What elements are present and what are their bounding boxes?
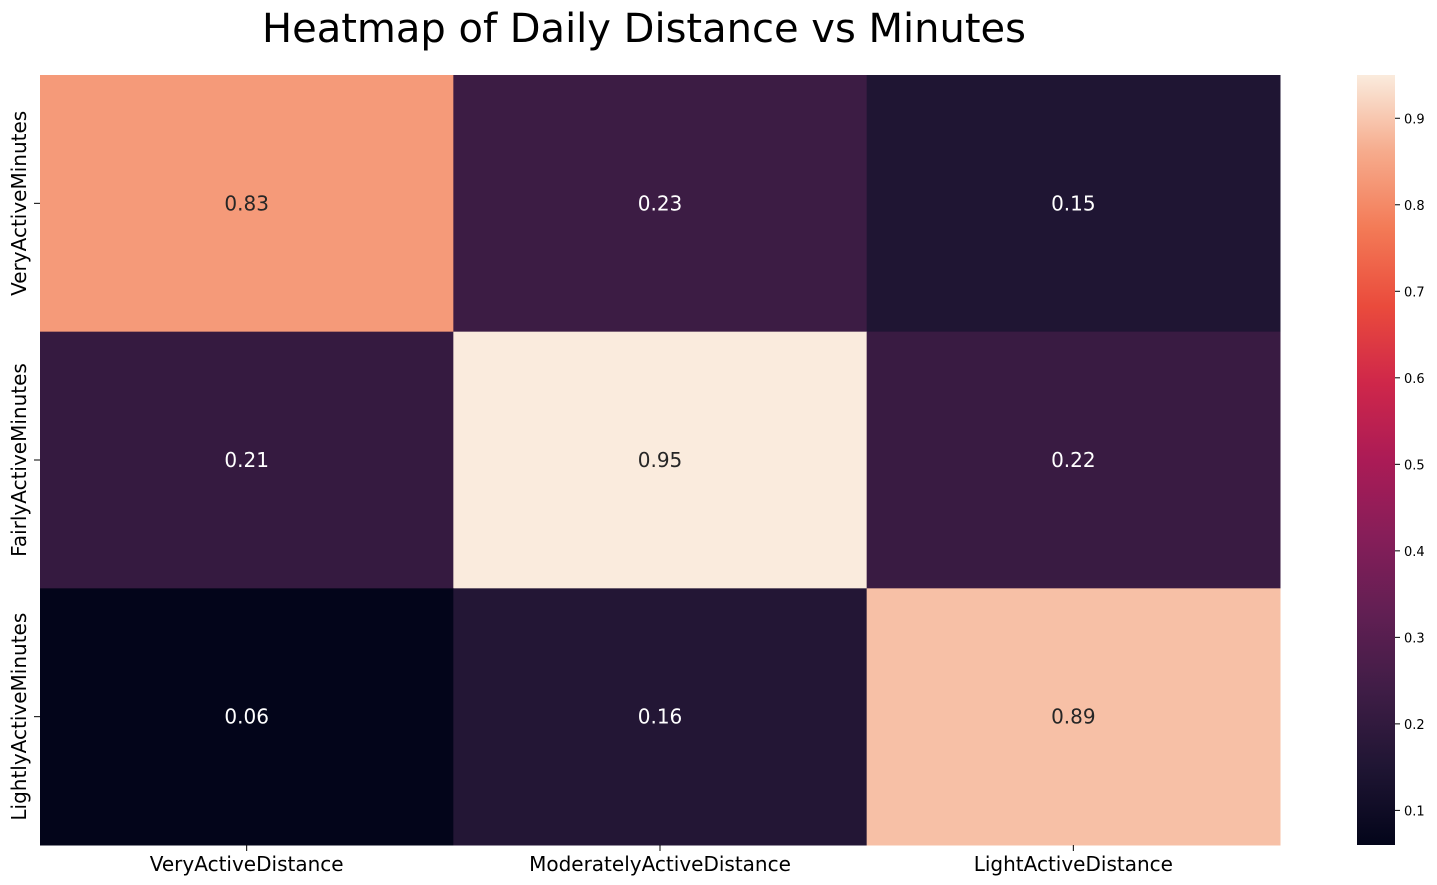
heatmap-cell xyxy=(866,588,1281,846)
colorbar-tick-label: 0.4 xyxy=(1404,545,1425,560)
colorbar-tick-label: 0.1 xyxy=(1404,804,1425,819)
colorbar-tick-label: 0.8 xyxy=(1404,199,1425,214)
heatmap-cell xyxy=(866,75,1281,333)
heatmap-cell xyxy=(40,588,454,846)
x-tick-label: LightActiveDistance xyxy=(974,852,1173,876)
cell-value-label: 0.89 xyxy=(1051,705,1096,729)
colorbar-tick-label: 0.6 xyxy=(1404,372,1425,387)
x-tick-label: VeryActiveDistance xyxy=(150,852,344,876)
cell-value-label: 0.22 xyxy=(1051,448,1096,472)
chart-title: Heatmap of Daily Distance vs Minutes xyxy=(262,6,1026,52)
cell-value-label: 0.16 xyxy=(638,705,683,729)
colorbar-tick-label: 0.3 xyxy=(1404,631,1425,646)
heatmap-cell xyxy=(866,331,1281,589)
colorbar-tick-label: 0.7 xyxy=(1404,285,1425,300)
x-tick-label: ModeratelyActiveDistance xyxy=(529,852,791,876)
heatmap-cell xyxy=(40,75,454,333)
colorbar xyxy=(1357,75,1395,845)
cell-value-label: 0.95 xyxy=(638,448,683,472)
heatmap-cell xyxy=(453,588,868,846)
y-axis: VeryActiveMinutes FairlyActiveMinutes Ligh… xyxy=(7,111,40,821)
cell-value-label: 0.83 xyxy=(224,191,269,215)
heatmap-cell xyxy=(453,331,868,589)
cell-value-label: 0.21 xyxy=(224,448,269,472)
y-tick-label: FairlyActiveMinutes xyxy=(7,363,31,557)
cell-value-label: 0.15 xyxy=(1051,191,1096,215)
y-tick-label: VeryActiveMinutes xyxy=(7,111,31,296)
heatmap-cells: 0.83 0.23 0.15 0.21 0.95 0.22 0.06 0.16 0.89 xyxy=(40,75,1281,846)
x-axis: VeryActiveDistance ModeratelyActiveDistan… xyxy=(150,845,1173,876)
colorbar-axis: 0.1 0.2 0.3 0.4 0.5 0.6 0.7 0.8 0.9 xyxy=(1395,112,1425,819)
heatmap-cell xyxy=(453,75,868,333)
colorbar-tick-label: 0.9 xyxy=(1404,112,1425,127)
cell-value-label: 0.23 xyxy=(638,191,683,215)
heatmap-cell xyxy=(40,331,454,589)
colorbar-tick-label: 0.2 xyxy=(1404,718,1425,733)
y-tick-label: LightlyActiveMinutes xyxy=(7,613,31,821)
cell-value-label: 0.06 xyxy=(224,705,269,729)
colorbar-tick-label: 0.5 xyxy=(1404,458,1425,473)
